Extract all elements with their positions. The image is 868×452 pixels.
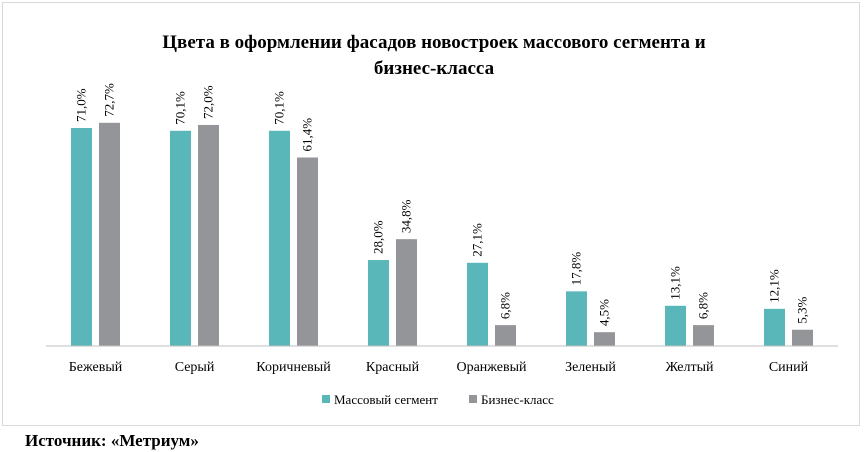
category-label-1: Бежевый — [69, 360, 123, 375]
legend-swatch-business — [469, 395, 477, 403]
bar-business-7 — [693, 325, 714, 346]
data-label-mass-2: 70,1% — [173, 91, 188, 125]
data-label-business-6: 4,5% — [597, 299, 612, 326]
bar-business-2 — [198, 124, 219, 347]
legend: Массовый сегмент Бизнес-класс — [322, 392, 554, 407]
data-label-mass-4: 28,0% — [371, 220, 386, 254]
bar-mass-4 — [368, 260, 389, 346]
legend-label-mass: Массовый сегмент — [334, 392, 438, 407]
chart-frame — [2, 2, 860, 426]
bars-group — [71, 122, 813, 347]
bar-business-8 — [792, 329, 813, 346]
bar-mass-5 — [467, 262, 488, 346]
bar-mass-7 — [665, 305, 686, 346]
data-label-mass-1: 71,0% — [74, 88, 89, 122]
category-label-4: Красный — [366, 360, 420, 375]
chart-title-line-1: Цвета в оформлении фасадов новостроек ма… — [162, 32, 706, 53]
category-label-6: Зеленый — [565, 360, 616, 375]
bar-mass-3 — [269, 130, 290, 346]
bar-business-1 — [99, 122, 120, 346]
bar-business-6 — [594, 332, 615, 346]
data-label-mass-8: 12,1% — [767, 269, 782, 303]
legend-label-business: Бизнес-класс — [481, 392, 554, 407]
source-note: Источник: «Метриум» — [25, 431, 199, 450]
bar-business-4 — [396, 239, 417, 346]
data-label-business-8: 5,3% — [795, 296, 810, 323]
data-label-mass-7: 13,1% — [668, 266, 683, 300]
bar-business-5 — [495, 325, 516, 346]
category-label-3: Коричневый — [256, 360, 331, 375]
category-label-7: Желтый — [665, 360, 714, 375]
category-label-5: Оранжевый — [456, 360, 527, 375]
category-label-8: Синий — [769, 360, 809, 375]
data-label-business-5: 6,8% — [498, 292, 513, 319]
data-label-business-1: 72,7% — [102, 83, 117, 117]
data-label-mass-5: 27,1% — [470, 223, 485, 257]
data-label-mass-6: 17,8% — [569, 252, 584, 286]
category-label-2: Серый — [175, 360, 215, 375]
category-labels-group: Бежевый Серый Коричневый Красный Оранжевый Зе… — [69, 360, 809, 375]
data-label-business-2: 72,0% — [201, 85, 216, 119]
bar-mass-1 — [71, 128, 92, 346]
data-label-business-4: 34,8% — [399, 199, 414, 233]
data-label-mass-3: 70,1% — [272, 91, 287, 125]
chart-title: Цвета в оформлении фасадов новостроек ма… — [0, 30, 868, 82]
bar-business-3 — [297, 157, 318, 346]
bar-mass-2 — [170, 130, 191, 346]
data-label-business-7: 6,8% — [696, 292, 711, 319]
bar-mass-6 — [566, 291, 587, 346]
bar-mass-8 — [764, 308, 785, 346]
legend-swatch-mass — [322, 395, 330, 403]
data-labels-group: 71,0% 72,7% 70,1% 72,0% 70,1% 61,4% 28,0% 34,8%… — [74, 83, 810, 326]
data-label-business-3: 61,4% — [300, 118, 315, 152]
chart-title-line-2: бизнес-класса — [373, 58, 495, 79]
